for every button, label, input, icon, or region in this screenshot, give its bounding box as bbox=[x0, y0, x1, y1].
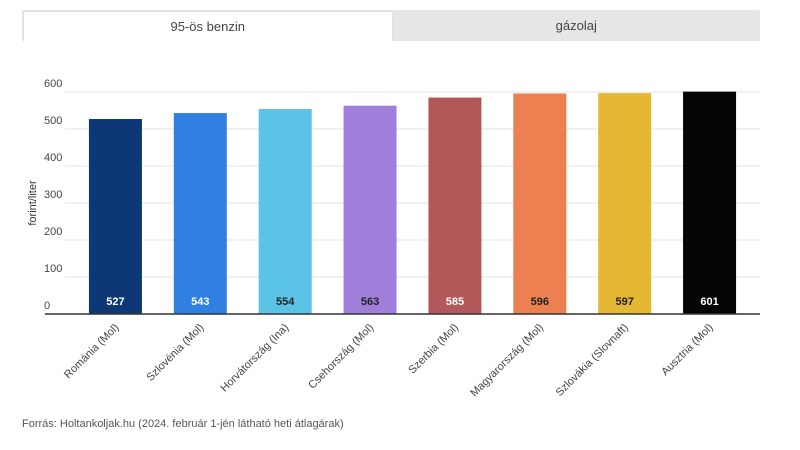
x-tick-label: Csehország (Mol) bbox=[306, 322, 376, 392]
bar-value-label: 596 bbox=[531, 296, 549, 308]
bar-value-label: 585 bbox=[446, 296, 464, 308]
bar bbox=[513, 93, 567, 314]
bar-value-label: 543 bbox=[191, 296, 209, 308]
fuel-type-tabs: 95-ös benzin gázolaj bbox=[22, 10, 760, 41]
bar-value-label: 527 bbox=[106, 296, 124, 308]
bar bbox=[258, 109, 312, 315]
bar bbox=[343, 105, 397, 314]
x-tick-label: Szlovákia (Slovnaft) bbox=[554, 322, 631, 399]
bar bbox=[88, 119, 142, 314]
y-axis-label: forint/liter bbox=[27, 180, 39, 226]
y-tick-label: 600 bbox=[44, 78, 62, 90]
y-tick-label: 400 bbox=[44, 152, 62, 164]
x-tick-label: Szlovénia (Mol) bbox=[144, 322, 206, 384]
x-tick-label: Szerbia (Mol) bbox=[406, 322, 461, 377]
x-tick-label: Horvátország (Ina) bbox=[218, 322, 291, 395]
tab-gazolaj[interactable]: gázolaj bbox=[555, 18, 597, 33]
y-tick-label: 500 bbox=[44, 115, 62, 127]
x-tick-label: Románia (Mol) bbox=[62, 322, 121, 381]
y-tick-label: 200 bbox=[44, 226, 62, 238]
bar bbox=[683, 91, 737, 314]
y-tick-label: 100 bbox=[44, 263, 62, 275]
bar bbox=[173, 113, 227, 314]
source-note: Forrás: Holtankoljak.hu (2024. február 1… bbox=[22, 418, 344, 430]
y-tick-label: 0 bbox=[44, 300, 50, 312]
x-tick-label: Ausztria (Mol) bbox=[659, 322, 715, 378]
bar-value-label: 597 bbox=[616, 296, 634, 308]
bar-value-label: 563 bbox=[361, 296, 379, 308]
tab-benzin-95[interactable]: 95-ös benzin bbox=[23, 11, 393, 41]
x-tick-label: Magyarország (Mol) bbox=[468, 322, 546, 400]
bar bbox=[428, 97, 482, 314]
bar-value-label: 554 bbox=[276, 296, 295, 308]
bar bbox=[598, 93, 652, 314]
bar-value-label: 601 bbox=[700, 296, 718, 308]
y-tick-label: 300 bbox=[44, 189, 62, 201]
